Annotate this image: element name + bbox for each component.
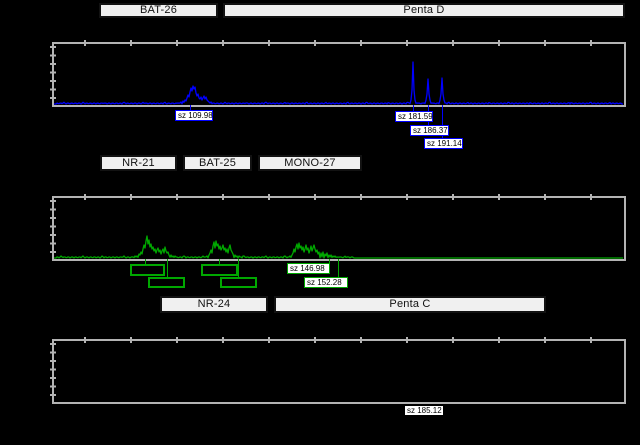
- size-label[interactable]: sz 191.14: [424, 138, 463, 149]
- panel-border: [52, 339, 626, 404]
- size-label[interactable]: sz 186.37: [410, 125, 449, 136]
- peak-connector: [167, 259, 168, 277]
- marker-label-text: NR-24: [197, 298, 231, 310]
- peak-connector: [238, 259, 239, 277]
- panel-border: [52, 196, 626, 261]
- peak-connector: [219, 259, 220, 264]
- marker-label-text: BAT-26: [139, 4, 178, 16]
- trace-panel-blue[interactable]: [49, 39, 629, 110]
- marker-label-bat-25[interactable]: BAT-25: [183, 155, 252, 171]
- size-label-text: sz 191.14: [427, 138, 462, 148]
- marker-label-text: Penta D: [403, 4, 445, 16]
- peak-connector: [329, 259, 330, 263]
- trace-plot-green: [50, 194, 626, 261]
- green-trace-line: [54, 235, 623, 259]
- blue-trace-line: [54, 61, 623, 105]
- size-label[interactable]: sz 185.12: [404, 405, 444, 416]
- size-label-text: sz 152.28: [307, 277, 342, 287]
- marker-label-text: MONO-27: [284, 156, 336, 169]
- trace-plot-black: [50, 337, 626, 404]
- peak-connector: [145, 259, 146, 264]
- trace-panel-green[interactable]: [49, 193, 629, 264]
- peak-connector: [413, 105, 414, 111]
- allele-box: [130, 264, 165, 276]
- peak-connector: [338, 259, 339, 277]
- trace-plot-blue: [50, 40, 626, 107]
- size-label[interactable]: sz 152.28: [304, 277, 348, 288]
- panel-border: [52, 42, 626, 107]
- marker-label-penta-c[interactable]: Penta C: [274, 296, 546, 313]
- size-label-text: sz 186.37: [413, 125, 448, 135]
- peak-connector: [190, 105, 191, 110]
- allele-box: [201, 264, 238, 276]
- peak-connector: [442, 105, 443, 138]
- marker-label-nr-24[interactable]: NR-24: [160, 296, 268, 313]
- allele-box: [148, 277, 185, 288]
- size-label[interactable]: sz 181.59: [395, 111, 433, 122]
- trace-panel-black[interactable]: [49, 336, 629, 407]
- size-label-text: sz 109.98: [178, 110, 213, 120]
- allele-box: [220, 277, 257, 288]
- marker-label-text: Penta C: [389, 298, 431, 310]
- size-label-text: sz 185.12: [407, 405, 442, 415]
- marker-label-text: BAT-25: [198, 156, 237, 169]
- marker-label-mono-27[interactable]: MONO-27: [258, 155, 362, 171]
- size-label[interactable]: sz 146.98: [287, 263, 330, 274]
- marker-label-penta-d[interactable]: Penta D: [223, 3, 625, 18]
- size-label[interactable]: sz 109.98: [175, 110, 213, 121]
- marker-label-nr-21[interactable]: NR-21: [100, 155, 177, 171]
- marker-label-text: NR-21: [122, 156, 155, 169]
- marker-label-bat-26[interactable]: BAT-26: [99, 3, 218, 18]
- size-label-text: sz 146.98: [290, 263, 325, 273]
- size-label-text: sz 181.59: [398, 111, 433, 121]
